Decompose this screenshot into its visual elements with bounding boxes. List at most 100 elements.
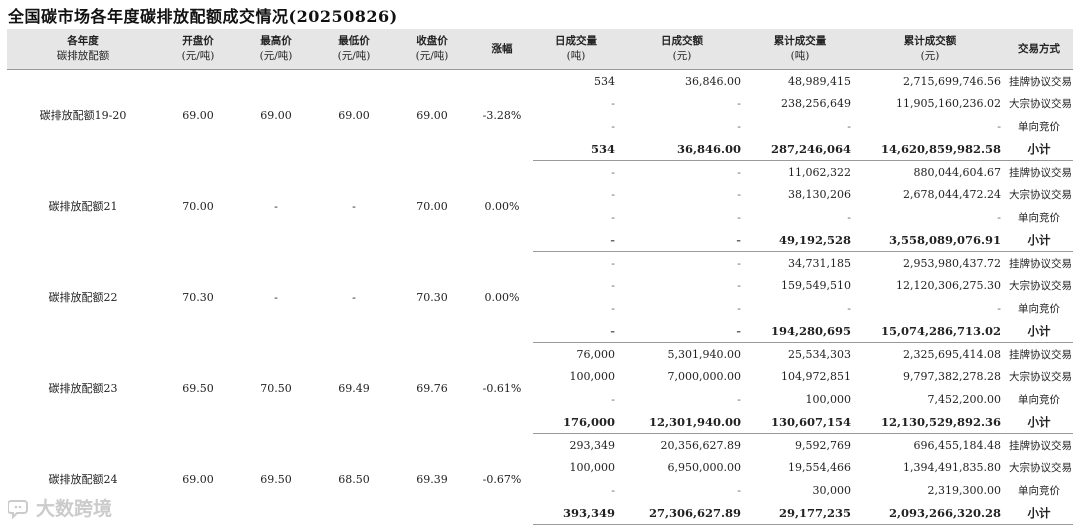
change-percent-cell: -3.28% [482,108,522,122]
table-row: - - 30,000 2,319,300.00 单向竞价 [7,479,1073,502]
daily-volume-cell: - [611,392,615,406]
table-row: - - - - 单向竞价 [7,206,1073,229]
cumulative-amount-cell: 14,620,859,982.58 [855,137,1005,161]
column-header: 交易方式 [1005,29,1073,70]
table-row: - - - - 单向竞价 [7,115,1073,138]
change-percent-cell: 0.00% [484,199,520,213]
daily-amount-cell: 20,356,627.89 [660,438,741,452]
trade-method-cell: 大宗协议交易 [1009,371,1072,384]
cumulative-volume-cell: 19,554,466 [788,461,851,475]
allowance-year-cell: 碳排放配额22 [48,291,118,304]
table-body: 碳排放配额19-20 69.00 69.00 69.00 69.00 -3.28% 534 3… [7,70,1073,525]
trade-method-cell: 挂牌协议交易 [1009,439,1072,452]
table-row: 100,000 6,950,000.00 19,554,466 1,394,491,8… [7,457,1073,480]
table-row: 碳排放配额23 69.50 70.50 69.49 69.76 -0.61% 76,000 5… [7,343,1073,395]
cumulative-volume-cell: 104,972,851 [781,370,851,384]
column-header: 累计成交额 (元) [855,29,1005,70]
daily-volume-cell: 100,000 [569,461,616,475]
daily-volume-cell: 393,349 [533,501,619,525]
column-header-label: 最高价 [260,35,292,47]
daily-volume-cell: - [533,228,619,252]
chat-bubble-logo-icon [8,499,28,519]
column-header-unit: (元) [920,50,940,62]
column-header: 最高价 (元/吨) [237,29,315,70]
low-price-cell: 68.50 [338,472,370,486]
daily-volume-cell: - [611,119,615,133]
trade-method-cell: 单向竞价 [1018,302,1060,315]
daily-amount-cell: - [619,228,745,252]
daily-volume-cell: 176,000 [533,410,619,434]
column-header: 日成交额 (元) [619,29,745,70]
cumulative-amount-cell: 3,558,089,076.91 [855,228,1005,252]
daily-amount-cell: - [737,97,741,111]
trade-method-cell: 单向竞价 [1018,120,1060,133]
column-header-unit: (元/吨) [415,50,449,62]
column-header-label: 涨幅 [491,42,513,55]
cumulative-amount-cell: 880,044,604.67 [913,165,1001,179]
daily-volume-cell: - [533,319,619,343]
trade-method-cell: 单向竞价 [1018,393,1060,406]
daily-amount-cell: 5,301,940.00 [667,347,741,361]
trade-method-cell: 大宗协议交易 [1009,189,1072,202]
daily-amount-cell: - [737,119,741,133]
trade-method-cell: 大宗协议交易 [1009,98,1072,111]
trade-method-cell: 挂牌协议交易 [1009,348,1072,361]
cumulative-amount-cell: 12,130,529,892.36 [855,410,1005,434]
cumulative-amount-cell: - [997,119,1001,133]
daily-amount-cell: - [737,483,741,497]
table-row: - - 238,256,649 11,905,160,236.02 大宗协议交易 [7,93,1073,116]
column-header-label: 收盘价 [416,35,448,47]
daily-amount-cell: - [737,301,741,315]
cumulative-volume-cell: 238,256,649 [781,97,851,111]
change-percent-cell: -0.61% [482,381,522,395]
cumulative-volume-cell: 159,549,510 [781,279,851,293]
cumulative-volume-cell: 38,130,206 [788,188,851,202]
cumulative-volume-cell: 30,000 [812,483,852,497]
cumulative-amount-cell: 2,325,695,414.08 [903,347,1001,361]
cumulative-amount-cell: 12,120,306,275.30 [896,279,1001,293]
cumulative-amount-cell: 2,678,044,472.24 [903,188,1001,202]
open-price-cell: 69.00 [182,472,214,486]
column-header-unit: (元/吨) [337,50,371,62]
close-price-cell: 70.00 [416,199,448,213]
change-percent-cell: -0.67% [482,472,522,486]
cumulative-amount-cell: 2,953,980,437.72 [903,256,1001,270]
column-header-label: 开盘价 [182,35,214,47]
cumulative-amount-cell: - [997,210,1001,224]
close-price-cell: 69.00 [416,108,448,122]
table-row: - - 159,549,510 12,120,306,275.30 大宗协议交易 [7,275,1073,298]
daily-volume-cell: 534 [533,137,619,161]
daily-volume-cell: 76,000 [576,347,616,361]
column-header-unit: (元/吨) [181,50,215,62]
table-row: 碳排放配额19-20 69.00 69.00 69.00 69.00 -3.28% 534 3… [7,70,1073,123]
table-row: - - - - 单向竞价 [7,297,1073,320]
open-price-cell: 69.00 [182,108,214,122]
allowance-year-cell: 碳排放配额23 [48,382,118,395]
daily-amount-cell: - [737,210,741,224]
close-price-cell: 69.39 [416,472,448,486]
daily-amount-cell: 6,950,000.00 [667,461,741,475]
daily-amount-cell: - [737,165,741,179]
trade-method-cell: 小计 [1005,501,1073,525]
column-header-label: 日成交额 [661,35,703,47]
column-header-unit: (吨) [566,50,586,62]
daily-amount-cell: - [737,392,741,406]
trade-method-cell: 挂牌协议交易 [1009,166,1072,179]
table-header: 各年度 碳排放配额 开盘价 (元/吨) 最高价 (元/吨) 最低价 (元/吨) 收盘价 (元/吨)… [7,29,1073,70]
daily-amount-cell: 12,301,940.00 [619,410,745,434]
daily-volume-cell: - [611,165,615,179]
column-header: 开盘价 (元/吨) [159,29,237,70]
table-row: - -49,192,528 3,558,089,076.91 小计 [7,228,1073,252]
table-row: 393,349 27,306,627.89 29,177,235 2,093,266,… [7,501,1073,525]
daily-volume-cell: 293,349 [569,438,616,452]
cumulative-amount-cell: 1,394,491,835.80 [903,461,1001,475]
high-price-cell: 70.50 [260,381,292,395]
trade-method-cell: 挂牌协议交易 [1009,257,1072,270]
daily-amount-cell: - [619,319,745,343]
cumulative-volume-cell: 48,989,415 [788,74,851,88]
table-row: 176,000 12,301,940.00 130,607,154 12,130,52… [7,410,1073,434]
daily-volume-cell: - [611,256,615,270]
allowance-year-cell: 碳排放配额19-20 [39,109,127,123]
column-header: 日成交量 (吨) [533,29,619,70]
cumulative-amount-cell: 696,455,184.48 [913,438,1001,452]
